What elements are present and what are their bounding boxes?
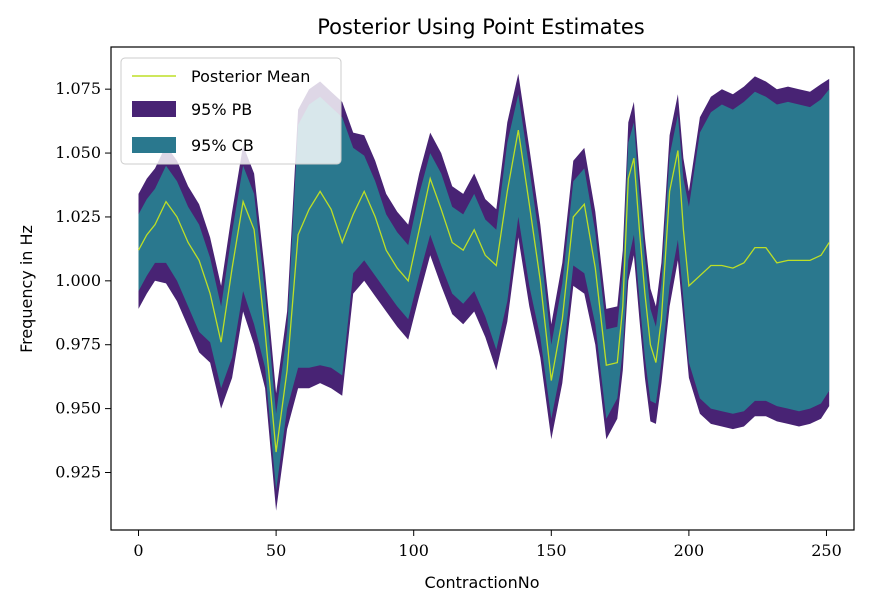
x-tick-label: 50 (266, 541, 286, 560)
legend-swatch-pb (132, 101, 176, 117)
x-tick-label: 200 (674, 541, 705, 560)
posterior-mean-line (137, 129, 830, 453)
legend: Posterior Mean 95% PB 95% CB (120, 57, 342, 165)
y-tick-label: 1.050 (55, 143, 101, 162)
y-tick-label: 0.950 (55, 399, 101, 418)
y-tick-label: 1.025 (55, 207, 101, 226)
x-tick-label: 250 (811, 541, 842, 560)
chart-title: Posterior Using Point Estimates (317, 15, 644, 39)
legend-swatch-cb (132, 137, 176, 153)
plot-frame (110, 46, 855, 531)
plot-area (137, 73, 830, 511)
y-tick-label: 1.075 (55, 79, 101, 98)
legend-label-mean: Posterior Mean (191, 67, 310, 86)
y-tick-label: 0.925 (55, 463, 101, 482)
y-tick-label: 1.000 (55, 271, 101, 290)
x-axis: 0 50 100 150 200 250 (133, 530, 842, 560)
x-tick-label: 0 (133, 541, 143, 560)
x-tick-label: 150 (536, 541, 567, 560)
x-tick-label: 100 (398, 541, 429, 560)
legend-label-cb: 95% CB (191, 136, 254, 155)
band-95-cb (138, 89, 830, 491)
legend-label-pb: 95% PB (191, 100, 252, 119)
y-axis-label: Frequency in Hz (17, 225, 36, 353)
y-tick-label: 0.975 (55, 335, 101, 354)
y-axis: 0.925 0.950 0.975 1.000 1.025 1.050 1.075 (55, 79, 111, 482)
x-axis-label: ContractionNo (425, 573, 540, 592)
